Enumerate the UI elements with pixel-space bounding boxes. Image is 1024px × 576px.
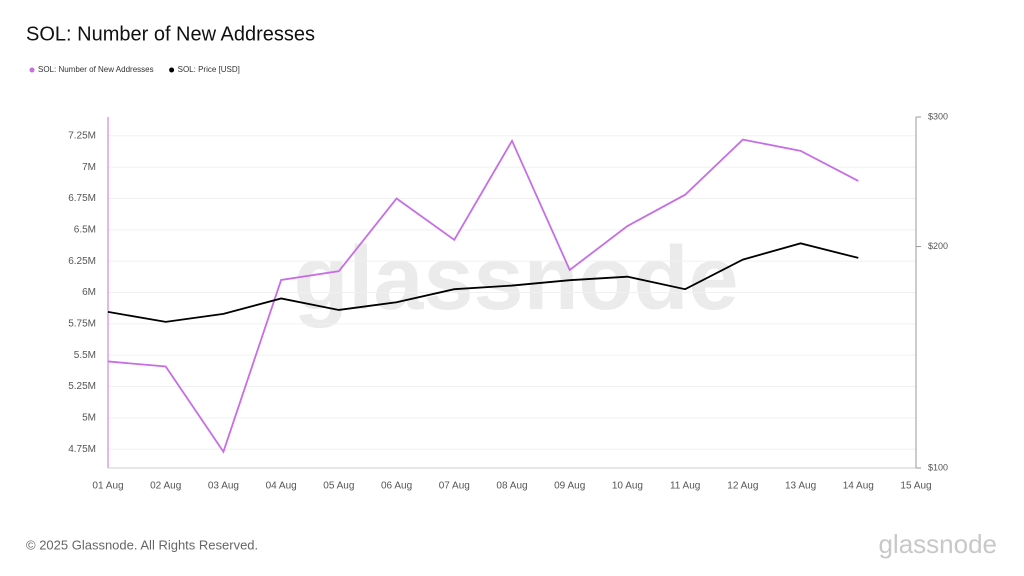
- legend-marker: [29, 67, 35, 73]
- x-tick-label: 15 Aug: [900, 481, 931, 492]
- x-tick-label: 06 Aug: [381, 481, 412, 492]
- x-tick-label: 04 Aug: [266, 481, 297, 492]
- y2-tick-label: $200: [928, 241, 948, 251]
- x-tick-label: 14 Aug: [843, 481, 874, 492]
- chart-title: SOL: Number of New Addresses: [26, 23, 315, 45]
- watermark: glassnode: [293, 229, 738, 329]
- y-tick-label: 7.25M: [68, 130, 96, 141]
- y-tick-label: 5M: [82, 412, 96, 423]
- y-tick-label: 5.25M: [68, 381, 96, 392]
- x-tick-label: 07 Aug: [439, 481, 470, 492]
- logo: glassnode: [878, 529, 997, 559]
- x-tick-label: 01 Aug: [92, 481, 123, 492]
- x-tick-label: 12 Aug: [727, 481, 758, 492]
- x-tick-label: 13 Aug: [785, 481, 816, 492]
- x-tick-label: 11 Aug: [670, 481, 700, 492]
- x-tick-label: 10 Aug: [612, 481, 643, 492]
- y2-tick-label: $100: [928, 462, 948, 472]
- y-tick-label: 6M: [82, 287, 96, 298]
- y-tick-label: 6.25M: [68, 256, 96, 267]
- y-tick-label: 4.75M: [68, 444, 96, 455]
- x-tick-label: 09 Aug: [554, 481, 585, 492]
- y-tick-label: 5.75M: [68, 318, 96, 329]
- y2-tick-label: $300: [928, 111, 948, 121]
- footer: © 2025 Glassnode. All Rights Reserved.: [26, 537, 258, 552]
- line-series: [107, 138, 859, 454]
- line-series: [107, 242, 859, 323]
- legend-marker: [169, 67, 175, 73]
- legend-label: SOL: Number of New Addresses: [38, 65, 154, 74]
- x-tick-label: 02 Aug: [150, 481, 181, 492]
- y-tick-label: 7M: [82, 162, 96, 173]
- legend-label: SOL: Price [USD]: [178, 65, 240, 74]
- y-tick-label: 5.5M: [74, 350, 96, 361]
- y-tick-label: 6.75M: [68, 193, 96, 204]
- x-tick-label: 03 Aug: [208, 481, 239, 492]
- x-tick-label: 05 Aug: [323, 481, 354, 492]
- x-tick-label: 08 Aug: [496, 481, 527, 492]
- y-tick-label: 6.5M: [74, 224, 96, 235]
